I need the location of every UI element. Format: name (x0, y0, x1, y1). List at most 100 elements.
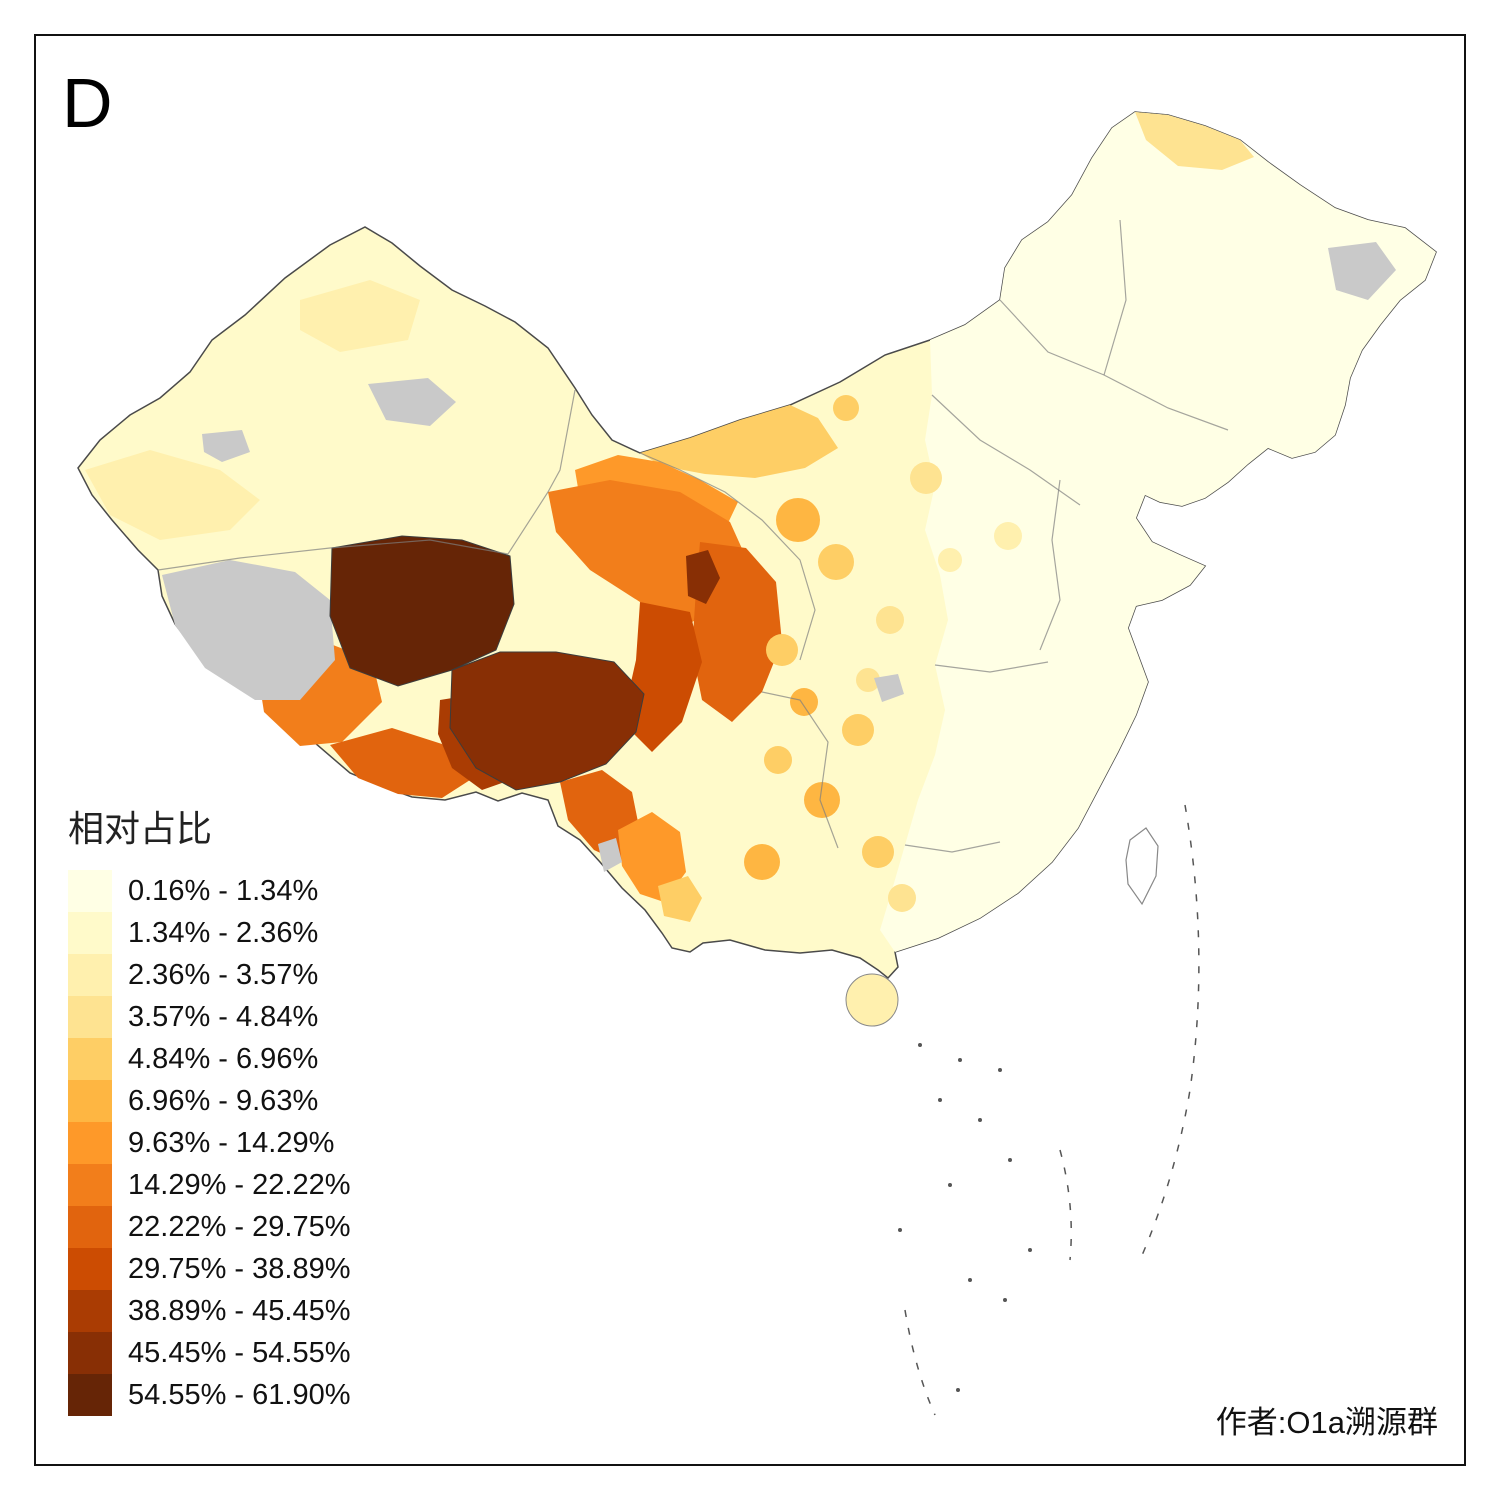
map-region (842, 714, 874, 746)
legend-swatch (68, 870, 112, 912)
legend: 相对占比 0.16% - 1.34% 1.34% - 2.36% 2.36% -… (68, 800, 350, 1416)
map-region (622, 602, 702, 752)
legend-item: 22.22% - 29.75% (68, 1206, 350, 1248)
legend-item-label: 54.55% - 61.90% (128, 1378, 351, 1411)
legend-item-label: 4.84% - 6.96% (128, 1042, 319, 1075)
map-region (162, 560, 335, 700)
legend-item: 2.36% - 3.57% (68, 954, 350, 996)
map-region (776, 498, 820, 542)
legend-item-label: 29.75% - 38.89% (128, 1252, 351, 1285)
legend-item: 14.29% - 22.22% (68, 1164, 350, 1206)
map-region (686, 550, 720, 604)
island-dot (998, 1068, 1002, 1072)
map-region (202, 430, 250, 462)
legend-swatch (68, 1248, 112, 1290)
island-dot (948, 1183, 952, 1187)
map-region (938, 548, 962, 572)
legend-item: 9.63% - 14.29% (68, 1122, 350, 1164)
province-border (639, 452, 816, 661)
map-region (766, 634, 798, 666)
legend-item: 38.89% - 45.45% (68, 1290, 350, 1332)
province-border (904, 841, 1001, 853)
taiwan-outline (1125, 827, 1159, 906)
legend-item-label: 1.34% - 2.36% (128, 916, 319, 949)
province-border (157, 389, 576, 571)
legend-item: 3.57% - 4.84% (68, 996, 350, 1038)
legend-swatch (68, 1038, 112, 1080)
legend-item-label: 2.36% - 3.57% (128, 958, 319, 991)
map-region (856, 668, 880, 692)
island-dot (1008, 1158, 1012, 1162)
province-border (931, 394, 1081, 506)
panel-title: D (62, 64, 113, 142)
map-region (658, 876, 702, 922)
province-border (934, 661, 1049, 673)
province-border (1039, 479, 1061, 651)
map-region (876, 606, 904, 634)
map-region (874, 674, 904, 702)
map-region (818, 544, 854, 580)
legend-item: 0.16% - 1.34% (68, 870, 350, 912)
legend-swatch (68, 1122, 112, 1164)
island-dot (968, 1278, 972, 1282)
map-region (845, 973, 899, 1027)
legend-swatch (68, 1290, 112, 1332)
island-dot (956, 1388, 960, 1392)
legend-swatch (68, 1374, 112, 1416)
map-region (1135, 112, 1254, 170)
legend-item: 6.96% - 9.63% (68, 1080, 350, 1122)
legend-swatch (68, 1332, 112, 1374)
legend-item-label: 22.22% - 29.75% (128, 1210, 351, 1243)
legend-swatch (68, 1164, 112, 1206)
legend-item-label: 9.63% - 14.29% (128, 1126, 335, 1159)
map-region (744, 844, 780, 880)
map-region (880, 112, 1436, 952)
legend-item-label: 14.29% - 22.22% (128, 1168, 351, 1201)
map-region (598, 838, 622, 872)
legend-item-label: 0.16% - 1.34% (128, 874, 319, 907)
legend-item: 54.55% - 61.90% (68, 1374, 350, 1416)
island-dot (898, 1228, 902, 1232)
map-region (862, 836, 894, 868)
island-dot (918, 1043, 922, 1047)
credit-text: 作者:O1a溯源群 (1215, 1405, 1438, 1440)
map-region (329, 535, 515, 687)
map-region (330, 728, 470, 798)
island-dot (1003, 1298, 1007, 1302)
map-region (85, 450, 260, 540)
legend-item-label: 45.45% - 54.55% (128, 1336, 351, 1369)
map-region (804, 782, 840, 818)
island-dot (938, 1098, 942, 1102)
map-region (888, 884, 916, 912)
province-border (1103, 219, 1127, 376)
province-border (761, 691, 839, 849)
legend-swatch (68, 912, 112, 954)
map-region (449, 651, 645, 791)
sea-boundary-dash (904, 1309, 936, 1416)
map-region (300, 280, 420, 352)
legend-items: 0.16% - 1.34% 1.34% - 2.36% 2.36% - 3.57… (68, 870, 350, 1416)
legend-item: 4.84% - 6.96% (68, 1038, 350, 1080)
island-dot (1028, 1248, 1032, 1252)
map-region (910, 462, 942, 494)
map-region (790, 688, 818, 716)
map-region (618, 812, 686, 902)
map-region (1328, 242, 1396, 300)
sea-boundary-dash (1059, 1149, 1072, 1261)
map-region (640, 405, 838, 478)
island-dot (978, 1118, 982, 1122)
legend-item: 29.75% - 38.89% (68, 1248, 350, 1290)
map-region (368, 378, 456, 426)
map-region (833, 395, 859, 421)
legend-swatch (68, 1206, 112, 1248)
map-region (764, 746, 792, 774)
map-region (994, 522, 1022, 550)
legend-swatch (68, 996, 112, 1038)
legend-swatch (68, 954, 112, 996)
island-dot (958, 1058, 962, 1062)
legend-item: 45.45% - 54.55% (68, 1332, 350, 1374)
legend-swatch (68, 1080, 112, 1122)
legend-item-label: 38.89% - 45.45% (128, 1294, 351, 1327)
